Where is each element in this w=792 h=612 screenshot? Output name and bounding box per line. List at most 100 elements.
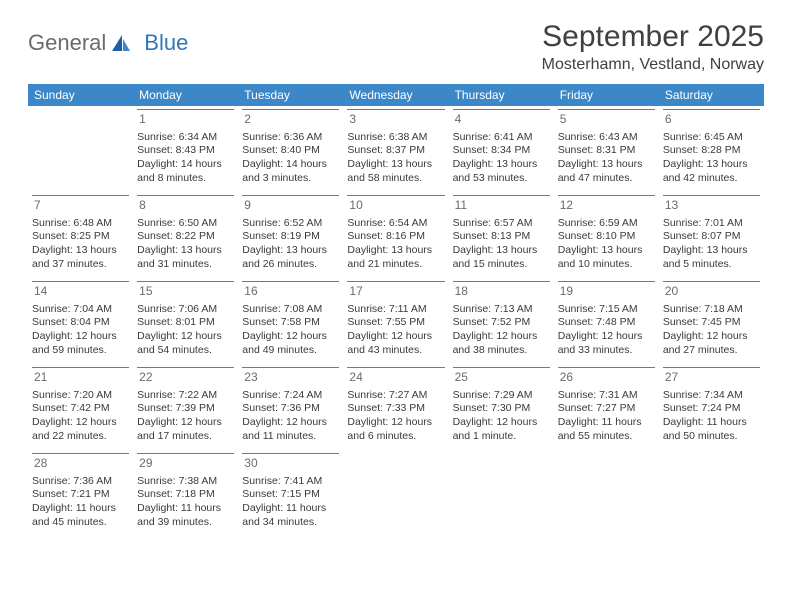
- day-number: 1: [137, 109, 234, 130]
- calendar-day-cell: 29Sunrise: 7:38 AMSunset: 7:18 PMDayligh…: [133, 450, 238, 536]
- day-number: 25: [453, 367, 550, 388]
- calendar-day-cell: [28, 106, 133, 192]
- daylight-line: Daylight: 11 hours and 39 minutes.: [137, 502, 234, 529]
- calendar-day-cell: 23Sunrise: 7:24 AMSunset: 7:36 PMDayligh…: [238, 364, 343, 450]
- calendar-day-cell: 15Sunrise: 7:06 AMSunset: 8:01 PMDayligh…: [133, 278, 238, 364]
- month-title: September 2025: [542, 20, 764, 54]
- sunrise-line: Sunrise: 7:34 AM: [663, 389, 760, 403]
- calendar-day-cell: 3Sunrise: 6:38 AMSunset: 8:37 PMDaylight…: [343, 106, 448, 192]
- daylight-line: Daylight: 12 hours and 43 minutes.: [347, 330, 444, 357]
- sunset-line: Sunset: 7:42 PM: [32, 402, 129, 416]
- daylight-line: Daylight: 11 hours and 55 minutes.: [558, 416, 655, 443]
- sunrise-line: Sunrise: 7:06 AM: [137, 303, 234, 317]
- logo-text-general: General: [28, 30, 106, 56]
- sail-icon: [110, 33, 132, 53]
- sunset-line: Sunset: 8:31 PM: [558, 144, 655, 158]
- sunrise-line: Sunrise: 6:43 AM: [558, 131, 655, 145]
- day-number: 24: [347, 367, 444, 388]
- daylight-line: Daylight: 14 hours and 3 minutes.: [242, 158, 339, 185]
- day-number: 28: [32, 453, 129, 474]
- sunset-line: Sunset: 8:37 PM: [347, 144, 444, 158]
- daylight-line: Daylight: 13 hours and 5 minutes.: [663, 244, 760, 271]
- day-number: 4: [453, 109, 550, 130]
- sunset-line: Sunset: 7:18 PM: [137, 488, 234, 502]
- daylight-line: Daylight: 12 hours and 1 minute.: [453, 416, 550, 443]
- sunrise-line: Sunrise: 7:20 AM: [32, 389, 129, 403]
- daylight-line: Daylight: 13 hours and 42 minutes.: [663, 158, 760, 185]
- daylight-line: Daylight: 13 hours and 31 minutes.: [137, 244, 234, 271]
- daylight-line: Daylight: 12 hours and 59 minutes.: [32, 330, 129, 357]
- calendar-day-cell: 4Sunrise: 6:41 AMSunset: 8:34 PMDaylight…: [449, 106, 554, 192]
- calendar-day-cell: 27Sunrise: 7:34 AMSunset: 7:24 PMDayligh…: [659, 364, 764, 450]
- sunset-line: Sunset: 7:58 PM: [242, 316, 339, 330]
- calendar-day-cell: 22Sunrise: 7:22 AMSunset: 7:39 PMDayligh…: [133, 364, 238, 450]
- day-number: 30: [242, 453, 339, 474]
- day-number: 17: [347, 281, 444, 302]
- sunrise-line: Sunrise: 7:22 AM: [137, 389, 234, 403]
- calendar-week-row: 1Sunrise: 6:34 AMSunset: 8:43 PMDaylight…: [28, 106, 764, 192]
- sunset-line: Sunset: 7:21 PM: [32, 488, 129, 502]
- sunset-line: Sunset: 7:27 PM: [558, 402, 655, 416]
- sunset-line: Sunset: 7:33 PM: [347, 402, 444, 416]
- sunset-line: Sunset: 7:30 PM: [453, 402, 550, 416]
- daylight-line: Daylight: 13 hours and 58 minutes.: [347, 158, 444, 185]
- calendar-day-cell: 21Sunrise: 7:20 AMSunset: 7:42 PMDayligh…: [28, 364, 133, 450]
- day-number: 2: [242, 109, 339, 130]
- day-number: 20: [663, 281, 760, 302]
- calendar-day-cell: 6Sunrise: 6:45 AMSunset: 8:28 PMDaylight…: [659, 106, 764, 192]
- weekday-header: Wednesday: [343, 84, 448, 106]
- calendar-day-cell: 7Sunrise: 6:48 AMSunset: 8:25 PMDaylight…: [28, 192, 133, 278]
- day-number: 19: [558, 281, 655, 302]
- day-number: 27: [663, 367, 760, 388]
- daylight-line: Daylight: 13 hours and 10 minutes.: [558, 244, 655, 271]
- calendar-day-cell: 17Sunrise: 7:11 AMSunset: 7:55 PMDayligh…: [343, 278, 448, 364]
- day-number: 11: [453, 195, 550, 216]
- sunset-line: Sunset: 8:19 PM: [242, 230, 339, 244]
- header: General Blue September 2025 Mosterhamn, …: [28, 20, 764, 74]
- sunrise-line: Sunrise: 7:18 AM: [663, 303, 760, 317]
- day-number: 10: [347, 195, 444, 216]
- sunset-line: Sunset: 8:34 PM: [453, 144, 550, 158]
- sunrise-line: Sunrise: 7:15 AM: [558, 303, 655, 317]
- daylight-line: Daylight: 12 hours and 33 minutes.: [558, 330, 655, 357]
- sunrise-line: Sunrise: 7:41 AM: [242, 475, 339, 489]
- sunrise-line: Sunrise: 6:52 AM: [242, 217, 339, 231]
- calendar-day-cell: 14Sunrise: 7:04 AMSunset: 8:04 PMDayligh…: [28, 278, 133, 364]
- sunrise-line: Sunrise: 6:41 AM: [453, 131, 550, 145]
- calendar-day-cell: 12Sunrise: 6:59 AMSunset: 8:10 PMDayligh…: [554, 192, 659, 278]
- calendar-day-cell: 16Sunrise: 7:08 AMSunset: 7:58 PMDayligh…: [238, 278, 343, 364]
- calendar-day-cell: 10Sunrise: 6:54 AMSunset: 8:16 PMDayligh…: [343, 192, 448, 278]
- sunset-line: Sunset: 8:25 PM: [32, 230, 129, 244]
- calendar-day-cell: 24Sunrise: 7:27 AMSunset: 7:33 PMDayligh…: [343, 364, 448, 450]
- calendar-week-row: 14Sunrise: 7:04 AMSunset: 8:04 PMDayligh…: [28, 278, 764, 364]
- day-number: 7: [32, 195, 129, 216]
- sunrise-line: Sunrise: 7:08 AM: [242, 303, 339, 317]
- daylight-line: Daylight: 13 hours and 21 minutes.: [347, 244, 444, 271]
- day-number: 29: [137, 453, 234, 474]
- day-number: 14: [32, 281, 129, 302]
- sunrise-line: Sunrise: 7:38 AM: [137, 475, 234, 489]
- daylight-line: Daylight: 13 hours and 26 minutes.: [242, 244, 339, 271]
- calendar-day-cell: 11Sunrise: 6:57 AMSunset: 8:13 PMDayligh…: [449, 192, 554, 278]
- sunset-line: Sunset: 7:24 PM: [663, 402, 760, 416]
- sunrise-line: Sunrise: 6:57 AM: [453, 217, 550, 231]
- sunset-line: Sunset: 7:45 PM: [663, 316, 760, 330]
- title-block: September 2025 Mosterhamn, Vestland, Nor…: [542, 20, 764, 74]
- day-number: 15: [137, 281, 234, 302]
- calendar-day-cell: 1Sunrise: 6:34 AMSunset: 8:43 PMDaylight…: [133, 106, 238, 192]
- calendar-day-cell: 28Sunrise: 7:36 AMSunset: 7:21 PMDayligh…: [28, 450, 133, 536]
- daylight-line: Daylight: 12 hours and 11 minutes.: [242, 416, 339, 443]
- calendar-week-row: 7Sunrise: 6:48 AMSunset: 8:25 PM Daylight…: [28, 192, 764, 278]
- sunrise-line: Sunrise: 7:29 AM: [453, 389, 550, 403]
- calendar-day-cell: 8Sunrise: 6:50 AMSunset: 8:22 PMDaylight…: [133, 192, 238, 278]
- sunrise-line: Sunrise: 7:27 AM: [347, 389, 444, 403]
- daylight-line: Daylight: 12 hours and 38 minutes.: [453, 330, 550, 357]
- sunset-line: Sunset: 8:43 PM: [137, 144, 234, 158]
- sunrise-line: Sunrise: 7:01 AM: [663, 217, 760, 231]
- day-number: 5: [558, 109, 655, 130]
- daylight-line: Daylight: 11 hours and 45 minutes.: [32, 502, 129, 529]
- sunset-line: Sunset: 8:16 PM: [347, 230, 444, 244]
- day-number: 16: [242, 281, 339, 302]
- sunrise-line: Sunrise: 6:48 AM: [32, 217, 129, 231]
- day-number: 8: [137, 195, 234, 216]
